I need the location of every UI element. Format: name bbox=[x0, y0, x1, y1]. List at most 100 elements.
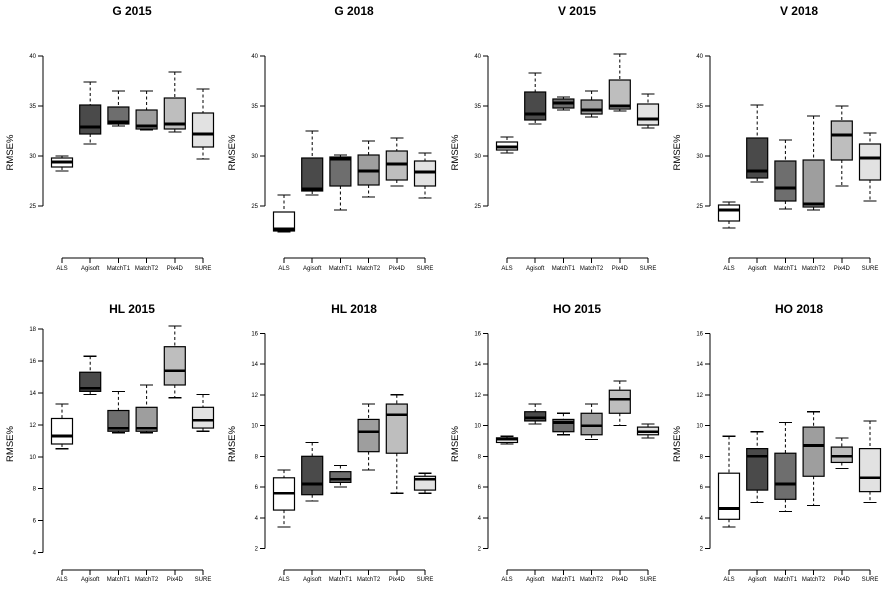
iqr-box bbox=[329, 471, 352, 484]
iqr-box bbox=[413, 160, 437, 187]
x-category-label: ALS bbox=[56, 266, 67, 272]
plot-title: V 2015 bbox=[558, 4, 596, 18]
y-tick-label: 30 bbox=[474, 154, 481, 160]
plot-title: HL 2015 bbox=[109, 302, 155, 316]
iqr-box bbox=[135, 109, 158, 130]
x-category-label: Agisoft bbox=[526, 266, 545, 272]
y-axis-title: RMSE% bbox=[450, 134, 461, 170]
box-pix4d bbox=[830, 105, 853, 187]
box-pix4d bbox=[385, 394, 408, 494]
x-category-label: MatchT1 bbox=[329, 577, 353, 583]
y-tick-label: 4 bbox=[33, 550, 37, 556]
iqr-box bbox=[191, 406, 215, 429]
y-axis: 25 30 35 40 bbox=[474, 54, 489, 210]
iqr-box bbox=[717, 204, 741, 222]
box-agisoft bbox=[524, 403, 547, 425]
iqr-box bbox=[163, 346, 186, 386]
y-tick-label: 14 bbox=[696, 362, 703, 368]
iqr-box bbox=[272, 211, 296, 232]
iqr-box bbox=[163, 97, 186, 130]
y-tick-label: 6 bbox=[700, 485, 704, 491]
x-category-label: Pix4D bbox=[612, 266, 629, 272]
box-als bbox=[272, 194, 296, 233]
box-agisoft bbox=[79, 355, 102, 396]
y-tick-label: 10 bbox=[696, 424, 703, 430]
box-agisoft bbox=[301, 441, 324, 502]
iqr-box bbox=[191, 112, 215, 148]
y-tick-label: 8 bbox=[255, 454, 259, 460]
box-pix4d bbox=[163, 71, 186, 133]
x-category-label: MatchT1 bbox=[552, 577, 576, 583]
x-category-label: MatchT2 bbox=[802, 577, 826, 583]
x-category-label: Agisoft bbox=[81, 577, 100, 583]
x-axis: ALS Agisoft MatchT1 MatchT2 Pix4D SURE bbox=[278, 569, 433, 583]
box-pix4d bbox=[830, 437, 853, 470]
y-tick-label: 25 bbox=[696, 204, 703, 210]
x-category-label: MatchT2 bbox=[135, 266, 159, 272]
box-als bbox=[272, 469, 296, 528]
x-category-label: MatchT1 bbox=[107, 577, 131, 583]
y-tick-label: 4 bbox=[478, 516, 482, 522]
y-tick-label: 14 bbox=[29, 391, 36, 397]
box-matcht2 bbox=[580, 403, 603, 440]
plot-title: HO 2015 bbox=[553, 302, 601, 316]
x-category-label: ALS bbox=[723, 266, 734, 272]
iqr-box bbox=[608, 389, 631, 414]
x-category-label: Pix4D bbox=[167, 266, 184, 272]
iqr-box bbox=[802, 426, 825, 477]
box-sure bbox=[858, 132, 882, 202]
box-als bbox=[717, 435, 741, 528]
box-als bbox=[50, 155, 74, 172]
y-tick-label: 6 bbox=[255, 485, 259, 491]
x-category-label: Agisoft bbox=[748, 266, 767, 272]
iqr-box bbox=[608, 79, 631, 110]
x-category-label: SURE bbox=[862, 266, 879, 272]
y-tick-label: 16 bbox=[29, 359, 36, 365]
iqr-box bbox=[524, 91, 547, 121]
box-sure bbox=[858, 420, 882, 503]
iqr-box bbox=[802, 159, 825, 208]
boxplot-hl-2018: HL 2018 2 4 6 8 10 12 14 16 RMSE% ALS Agisoft MatchT… bbox=[227, 302, 437, 583]
x-category-label: SURE bbox=[195, 577, 212, 583]
y-tick-label: 10 bbox=[29, 455, 36, 461]
x-category-label: Pix4D bbox=[389, 266, 406, 272]
box-matcht1 bbox=[552, 96, 575, 111]
iqr-box bbox=[746, 448, 769, 491]
y-tick-label: 8 bbox=[478, 454, 482, 460]
plot-title: G 2018 bbox=[334, 4, 374, 18]
y-tick-label: 8 bbox=[700, 454, 704, 460]
box-als bbox=[50, 403, 74, 450]
box-agisoft bbox=[746, 104, 769, 183]
x-category-label: Agisoft bbox=[81, 266, 100, 272]
y-tick-label: 25 bbox=[29, 204, 36, 210]
x-category-label: MatchT1 bbox=[107, 266, 131, 272]
box-sure bbox=[636, 93, 660, 129]
iqr-box bbox=[774, 160, 797, 202]
box-sure bbox=[191, 88, 215, 160]
y-tick-label: 16 bbox=[696, 331, 703, 337]
y-tick-label: 40 bbox=[474, 54, 481, 60]
y-tick-label: 25 bbox=[251, 204, 258, 210]
iqr-box bbox=[301, 157, 324, 192]
iqr-box bbox=[774, 452, 797, 500]
x-category-label: Pix4D bbox=[167, 577, 184, 583]
box-pix4d bbox=[385, 137, 408, 187]
y-axis: 25 30 35 40 bbox=[696, 54, 711, 210]
y-axis: 2 4 6 8 10 12 14 16 bbox=[696, 331, 711, 552]
y-axis-title: RMSE% bbox=[450, 426, 461, 462]
x-category-label: SURE bbox=[417, 266, 434, 272]
x-category-label: MatchT2 bbox=[357, 266, 381, 272]
y-tick-label: 35 bbox=[251, 104, 258, 110]
x-category-label: ALS bbox=[501, 266, 512, 272]
box-als bbox=[495, 435, 519, 445]
y-tick-label: 14 bbox=[251, 362, 258, 368]
x-category-label: Agisoft bbox=[303, 577, 322, 583]
y-tick-label: 2 bbox=[255, 546, 259, 552]
y-axis-title: RMSE% bbox=[227, 426, 238, 462]
box-pix4d bbox=[608, 380, 631, 427]
x-category-label: ALS bbox=[278, 266, 289, 272]
x-axis: ALS Agisoft MatchT1 MatchT2 Pix4D SURE bbox=[56, 257, 211, 272]
x-category-label: ALS bbox=[56, 577, 67, 583]
iqr-box bbox=[79, 104, 102, 135]
iqr-box bbox=[858, 143, 882, 181]
